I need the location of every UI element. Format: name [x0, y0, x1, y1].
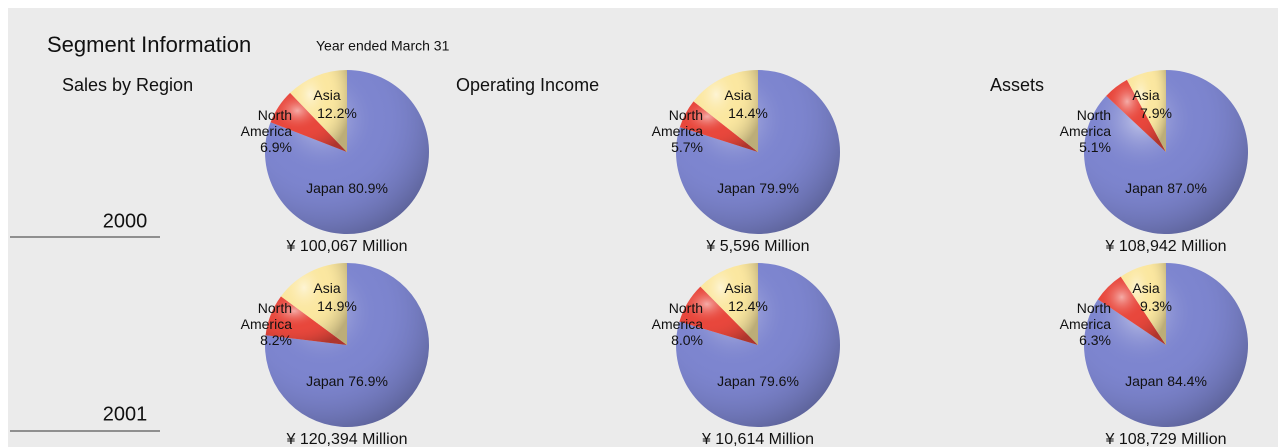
slice-shade: [1126, 70, 1166, 152]
slice-shade: [679, 286, 758, 345]
category-name: North America: [1060, 107, 1112, 139]
category-name: Asia: [313, 87, 340, 103]
value-label: 12.4%: [728, 298, 768, 314]
column-title: Operating Income: [456, 75, 599, 95]
slice-label: Asia 12.2%: [313, 87, 356, 121]
pie-caption: ¥ 108,729 Million: [1105, 431, 1227, 447]
slice-shade: [280, 263, 347, 345]
value-label: 7.9%: [1140, 105, 1172, 121]
slice-label: Asia 14.4%: [724, 87, 767, 121]
value-label: 80.9%: [348, 180, 388, 196]
page-title: Segment Information: [47, 32, 251, 57]
category-word: America: [1060, 316, 1112, 332]
slice-shade: [1106, 79, 1166, 152]
slice-label: North America 5.7%: [652, 107, 704, 155]
value-label: 6.3%: [1079, 332, 1111, 348]
slice-label: Japan 87.0%: [1125, 180, 1207, 196]
slice-label: North America 6.3%: [1060, 300, 1112, 348]
slice-label: Asia 9.3%: [1132, 280, 1172, 314]
slice-label: Asia 12.4%: [724, 280, 767, 314]
slice-label: North America 5.1%: [1060, 107, 1112, 155]
value-label: 5.7%: [671, 139, 703, 155]
category-name: North America: [241, 300, 293, 332]
value-label: 14.4%: [728, 105, 768, 121]
category-name: Japan: [306, 180, 344, 196]
category-name: Asia: [1132, 87, 1159, 103]
slice-shade: [679, 101, 758, 152]
pie-caption: ¥ 5,596 Million: [705, 238, 809, 255]
value-label: 79.6%: [759, 373, 799, 389]
slice-label: Japan 79.6%: [717, 373, 799, 389]
page-subtitle: Year ended March 31: [316, 38, 450, 54]
value-label: 79.9%: [759, 180, 799, 196]
value-label: 84.4%: [1167, 373, 1207, 389]
year-label: 2000: [103, 210, 148, 232]
category-name: Japan: [1125, 180, 1163, 196]
pie-caption: ¥ 108,942 Million: [1105, 238, 1227, 255]
category-name: North America: [652, 107, 704, 139]
category-word: North: [669, 300, 703, 316]
value-label: 5.1%: [1079, 139, 1111, 155]
slice-label: Japan 79.9%: [717, 180, 799, 196]
slice-label: Japan 84.4%: [1125, 373, 1207, 389]
value-label: 14.9%: [317, 298, 357, 314]
panel-background: [8, 8, 1278, 447]
slice-label: Japan 76.9%: [306, 373, 388, 389]
category-word: America: [652, 123, 704, 139]
slice-label: Asia 7.9%: [1132, 87, 1172, 121]
category-word: America: [241, 316, 293, 332]
category-name: Asia: [724, 280, 751, 296]
value-label: 76.9%: [348, 373, 388, 389]
slice-shade: [265, 296, 347, 345]
value-label: 8.0%: [671, 332, 703, 348]
value-label: 8.2%: [260, 332, 292, 348]
category-name: Japan: [1125, 373, 1163, 389]
slice-shade: [270, 92, 347, 152]
pie-caption: ¥ 100,067 Million: [286, 238, 408, 255]
slice-shade: [1097, 276, 1166, 345]
column-title: Assets: [990, 75, 1044, 95]
slice-label: North America 8.0%: [652, 300, 704, 348]
slice-label: Asia 14.9%: [313, 280, 356, 314]
pie-caption: ¥ 10,614 Million: [701, 431, 814, 447]
category-name: Asia: [1132, 280, 1159, 296]
category-name: Japan: [717, 180, 755, 196]
value-label: 87.0%: [1167, 180, 1207, 196]
category-word: America: [241, 123, 293, 139]
slice-shade: [1120, 263, 1166, 345]
category-name: Asia: [724, 87, 751, 103]
value-label: 12.2%: [317, 105, 357, 121]
pie-caption: ¥ 120,394 Million: [286, 431, 408, 447]
slice-label: North America 6.9%: [241, 107, 293, 155]
category-word: North: [669, 107, 703, 123]
category-word: North: [258, 300, 292, 316]
slice-label: North America 8.2%: [241, 300, 293, 348]
category-name: North America: [241, 107, 293, 139]
category-word: America: [1060, 123, 1112, 139]
category-word: North: [1077, 107, 1111, 123]
category-name: Japan: [306, 373, 344, 389]
category-name: North America: [652, 300, 704, 332]
slice-shade: [693, 70, 758, 152]
value-label: 9.3%: [1140, 298, 1172, 314]
category-name: Japan: [717, 373, 755, 389]
slice-shade: [290, 70, 347, 152]
column-title: Sales by Region: [62, 75, 193, 95]
slice-label: Japan 80.9%: [306, 180, 388, 196]
category-word: America: [652, 316, 704, 332]
category-name: Asia: [313, 280, 340, 296]
year-label: 2001: [103, 403, 148, 425]
category-word: North: [1077, 300, 1111, 316]
value-label: 6.9%: [260, 139, 292, 155]
slice-shade: [700, 263, 758, 345]
category-name: North America: [1060, 300, 1112, 332]
category-word: North: [258, 107, 292, 123]
